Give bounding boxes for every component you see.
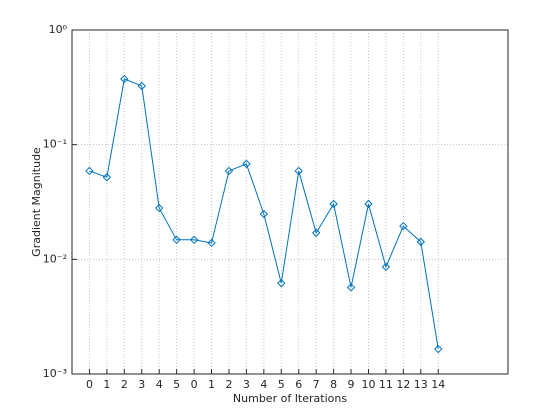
marker: [311, 228, 321, 238]
x-tick-label: 4: [156, 378, 163, 391]
x-tick-label: 11: [379, 378, 393, 391]
y-tick-label: 10⁻¹: [43, 138, 67, 151]
marker: [346, 283, 356, 292]
marker: [137, 81, 146, 91]
marker: [189, 235, 199, 245]
x-tick-label: 12: [396, 378, 410, 391]
marker: [277, 278, 286, 288]
data-line: [89, 78, 439, 350]
x-tick-label: 0: [191, 378, 198, 391]
x-tick-label: 5: [278, 378, 285, 391]
y-tick-label: 10⁻²: [43, 252, 67, 265]
marker: [102, 173, 112, 182]
x-axis-label: Number of Iterations: [233, 392, 347, 405]
y-tick-label: 10⁰: [49, 23, 68, 36]
marker: [85, 166, 94, 176]
x-tick-label: 2: [121, 378, 128, 391]
marker: [294, 166, 303, 176]
marker: [329, 199, 338, 209]
x-tick-label: 8: [330, 378, 337, 391]
x-tick-label: 1: [208, 378, 215, 391]
x-tick-label: 3: [243, 378, 250, 391]
plot-frame: [71, 29, 509, 375]
marker: [207, 238, 216, 248]
marker: [242, 159, 251, 169]
marker: [172, 235, 181, 245]
x-tick-label: 10: [361, 378, 375, 391]
marker: [364, 199, 373, 209]
y-tick-label: 10⁻³: [43, 367, 67, 380]
marker: [399, 221, 408, 231]
x-tick-label: 2: [225, 378, 232, 391]
x-tick-label: 1: [103, 378, 110, 391]
x-tick-label: 5: [173, 378, 180, 391]
x-tick-label: 7: [313, 378, 320, 391]
x-tick-label: 0: [86, 378, 93, 391]
x-tick-label: 13: [414, 378, 428, 391]
marker: [416, 237, 426, 247]
x-tick-label: 6: [295, 378, 302, 391]
marker: [434, 344, 443, 354]
x-tick-label: 4: [260, 378, 267, 391]
marker: [259, 209, 269, 219]
x-tick-label: 9: [348, 378, 355, 391]
x-tick-label: 14: [431, 378, 445, 391]
marker: [120, 74, 129, 84]
x-tick-label: 3: [138, 378, 145, 391]
marker: [224, 166, 234, 176]
marker: [381, 262, 391, 272]
y-axis-label: Gradient Magnitude: [30, 147, 43, 257]
marker: [154, 203, 164, 213]
